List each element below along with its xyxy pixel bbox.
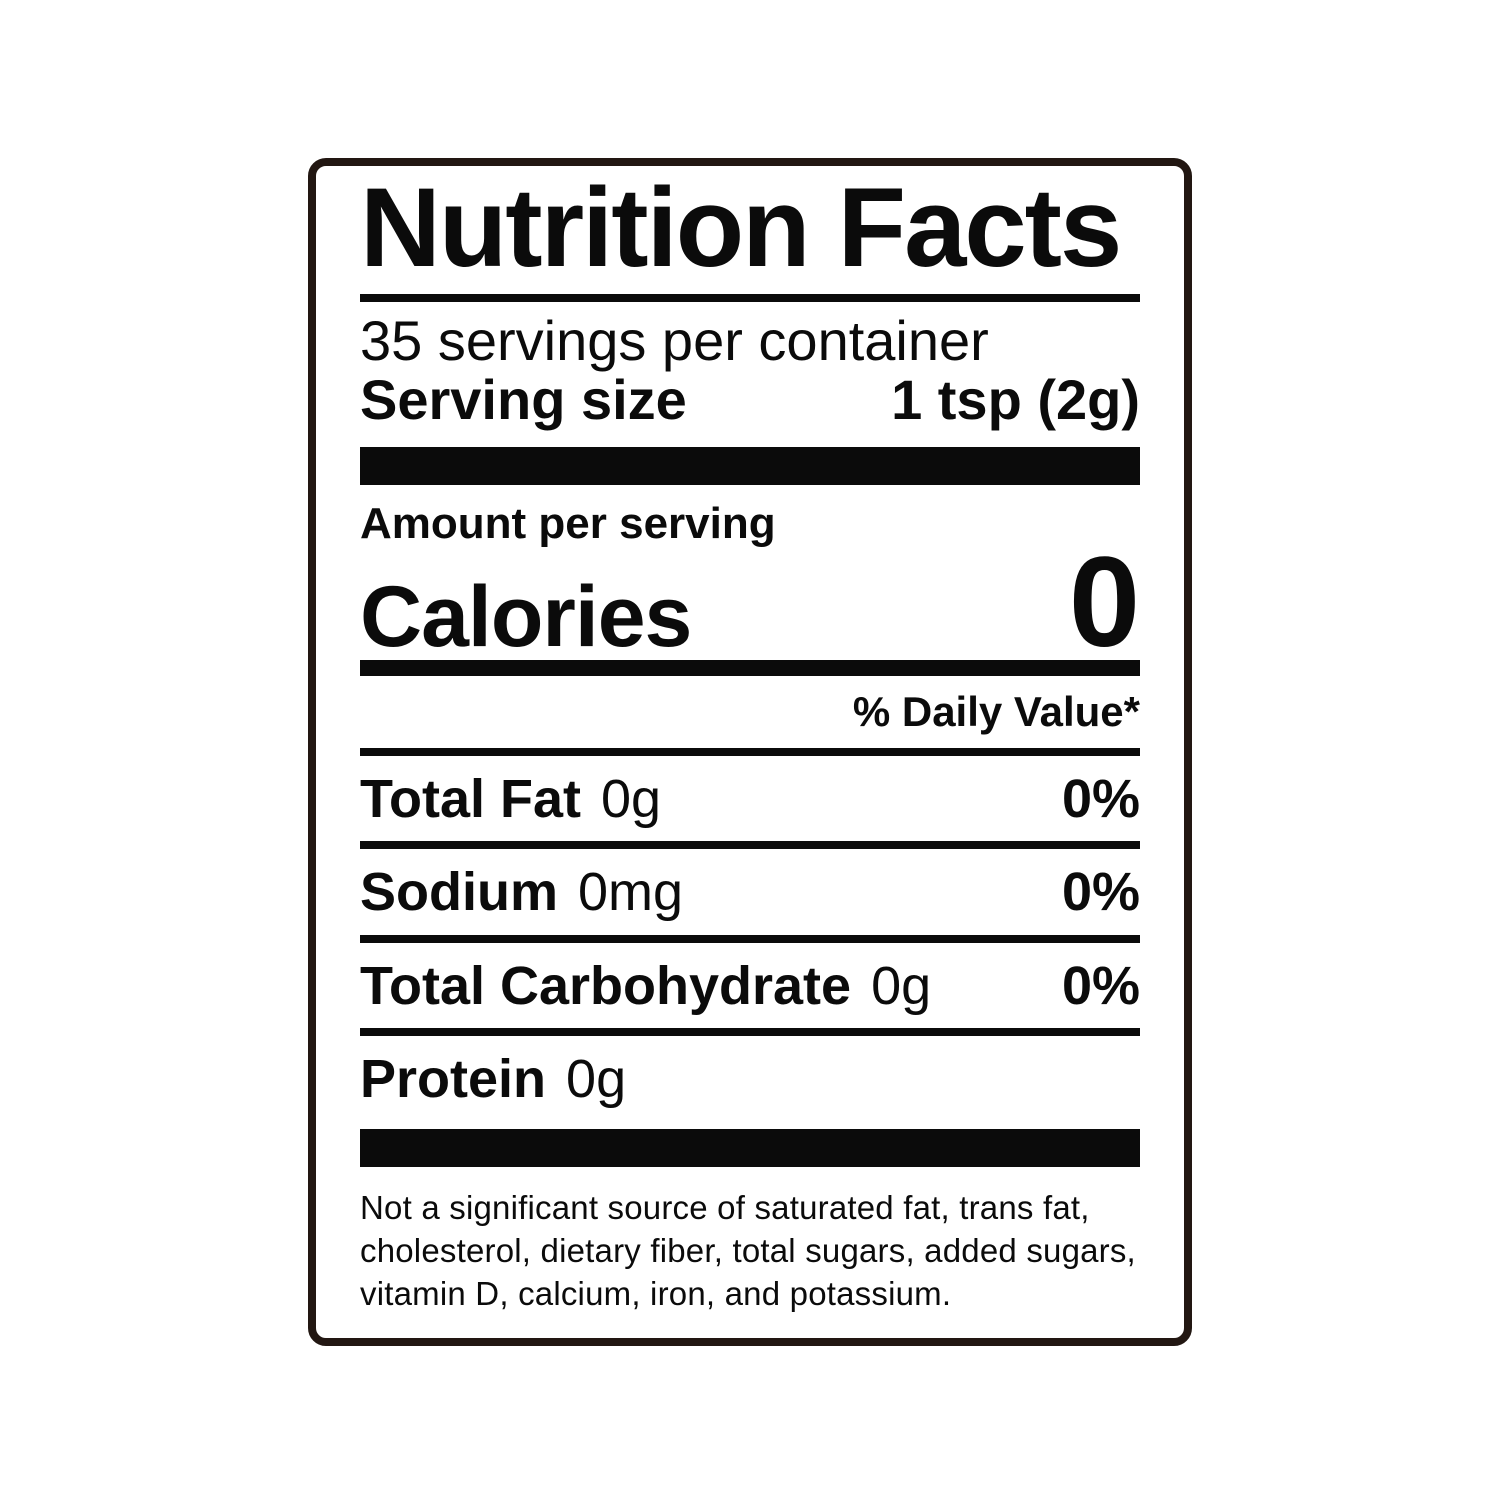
nutrient-amount: 0g [566, 1049, 627, 1110]
serving-size-row: Serving size 1 tsp (2g) [360, 367, 1140, 431]
nutrient-left: Total Fat 0g [360, 769, 662, 830]
nutrient-name: Total Fat [360, 769, 581, 830]
serving-size-label: Serving size [360, 367, 687, 431]
section-bar-top [360, 446, 1140, 485]
nutrient-name: Sodium [360, 862, 558, 923]
nutrient-name: Total Carbohydrate [360, 955, 852, 1016]
nutrient-dv: 0% [1061, 955, 1140, 1016]
footnote: Not a significant source of saturated fa… [360, 1189, 1136, 1313]
row-divider [360, 934, 1140, 943]
nutrient-row-sodium: Sodium 0mg 0% [360, 849, 1140, 934]
daily-value-header: % Daily Value* [852, 687, 1140, 735]
nutrient-name: Protein [360, 1049, 547, 1110]
nutrient-left: Total Carbohydrate 0g [360, 955, 932, 1016]
daily-value-divider [360, 748, 1140, 757]
nutrient-left: Sodium 0mg [360, 862, 684, 923]
nutrient-left: Protein 0g [360, 1049, 627, 1110]
nutrient-amount: 0mg [578, 862, 684, 923]
calories-divider-bar [360, 659, 1140, 676]
serving-size-value: 1 tsp (2g) [891, 367, 1140, 431]
nutrient-amount: 0g [871, 955, 932, 1016]
row-divider [360, 1028, 1140, 1037]
amount-per-serving-label: Amount per serving [360, 498, 776, 548]
label-title: Nutrition Facts [360, 165, 1122, 290]
nutrition-facts-label: Nutrition Facts 35 servings per containe… [308, 158, 1192, 1346]
nutrient-dv: 0% [1061, 769, 1140, 830]
calories-row: Calories 0 [360, 530, 1140, 674]
row-divider [360, 841, 1140, 850]
title-divider [360, 294, 1140, 302]
nutrient-row-total-fat: Total Fat 0g 0% [360, 756, 1140, 841]
nutrient-row-protein: Protein 0g [360, 1036, 1140, 1121]
nutrient-dv: 0% [1061, 862, 1140, 923]
section-bar-bottom [360, 1129, 1140, 1168]
nutrient-row-total-carbohydrate: Total Carbohydrate 0g 0% [360, 943, 1140, 1028]
calories-label: Calories [360, 568, 692, 665]
servings-per-container: 35 servings per container [360, 309, 989, 372]
calories-value: 0 [1068, 530, 1140, 674]
nutrient-amount: 0g [600, 769, 662, 830]
